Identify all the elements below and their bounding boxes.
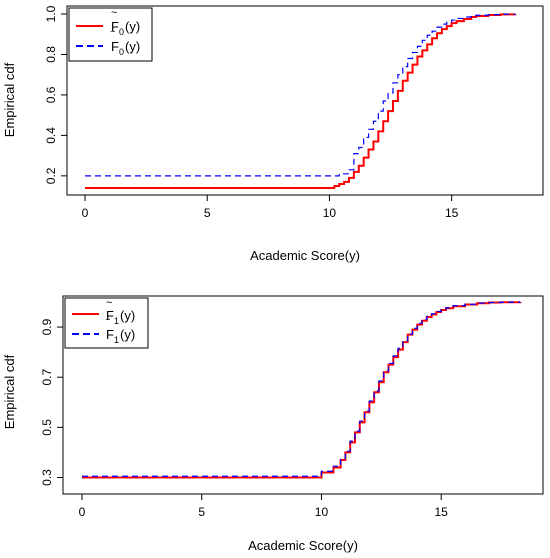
- legend-suffix: (y): [125, 19, 140, 34]
- legend-sub: 0: [119, 47, 124, 57]
- plot-frame: [66, 5, 544, 196]
- y-tick-label: 0.3: [40, 469, 54, 486]
- y-tick-label: 1.0: [44, 5, 58, 22]
- y-axis: 0.2 0.4 0.6 0.8 1.0: [44, 5, 67, 184]
- y-tick-label: 0.9: [40, 318, 54, 335]
- legend-label-blue: ‾ F 1 (y): [105, 319, 135, 345]
- legend-accent: ~: [111, 7, 117, 19]
- y-tick-label: 0.8: [44, 46, 58, 63]
- x-tick-label: 15: [435, 505, 449, 519]
- legend-suffix: (y): [125, 39, 140, 54]
- panel-bottom: 0 5 10 15 0.3 0.5 0.7 0.9 Academic Score(y) Em…: [2, 295, 544, 553]
- legend-box: [64, 297, 149, 349]
- y-tick-label: 0.5: [40, 419, 54, 436]
- y-axis: 0.3 0.5 0.7 0.9: [40, 318, 63, 486]
- y-tick-label: 0.7: [40, 369, 54, 386]
- y-tick-label: 0.2: [44, 167, 58, 184]
- legend-sub: 1: [114, 316, 119, 326]
- plot-frame: [62, 295, 544, 495]
- x-tick-label: 15: [445, 206, 459, 220]
- legend-main: F: [106, 327, 114, 342]
- y-axis-title: Empirical cdf: [2, 354, 17, 429]
- x-tick-label: 10: [315, 505, 329, 519]
- legend-label-blue: ‾ F 0 (y): [110, 31, 140, 57]
- x-tick-label: 5: [204, 206, 211, 220]
- legend-label-red: ~ F 1 (y): [106, 297, 135, 326]
- legend-main: F: [111, 19, 119, 34]
- series-layer: [85, 13, 517, 189]
- series-layer: [82, 301, 522, 479]
- x-axis-title: Academic Score(y): [250, 248, 360, 263]
- legend-main: F: [111, 39, 119, 54]
- x-tick-label: 10: [323, 206, 337, 220]
- legend-accent: ‾: [110, 31, 116, 43]
- legend-box: [68, 7, 153, 62]
- legend-sub: 0: [119, 27, 124, 37]
- legend-accent: ‾: [105, 319, 111, 331]
- legend-suffix: (y): [120, 308, 135, 323]
- x-tick-label: 0: [79, 505, 86, 519]
- legend-suffix: (y): [120, 327, 135, 342]
- panel-top: 0 5 10 15 0.2 0.4 0.6 0.8 1.0 Academic Score(y)…: [2, 5, 544, 263]
- x-axis: 0 5 10 15: [82, 195, 459, 220]
- legend-accent: ~: [106, 297, 112, 309]
- legend: ~ F 1 (y) ‾ F 1 (y): [64, 297, 149, 349]
- legend-label-red: ~ F 0 (y): [111, 7, 140, 37]
- series-line-0: [85, 13, 517, 189]
- legend: ~ F 0 (y) ‾ F 0 (y): [68, 7, 153, 62]
- x-axis: 0 5 10 15: [79, 494, 449, 519]
- x-axis-title: Academic Score(y): [248, 538, 358, 553]
- y-tick-label: 0.6: [44, 86, 58, 103]
- legend-main: F: [106, 308, 114, 323]
- legend-sub: 1: [114, 335, 119, 345]
- y-tick-label: 0.4: [44, 127, 58, 144]
- series-line-1: [82, 301, 521, 477]
- x-tick-label: 0: [82, 206, 89, 220]
- x-tick-label: 5: [198, 505, 205, 519]
- y-axis-title: Empirical cdf: [2, 62, 17, 137]
